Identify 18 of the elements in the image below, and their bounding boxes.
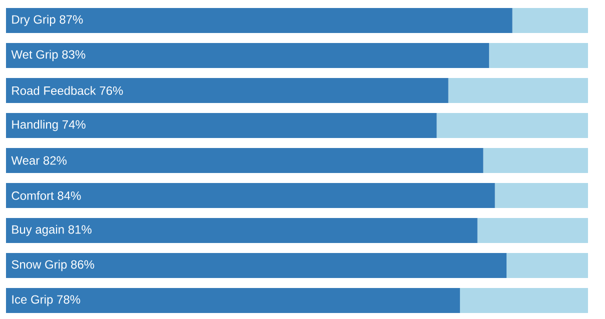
- y-tick-label: Snow Grip: [12, 260, 67, 272]
- y-tick-label: Wear: [11, 156, 40, 165]
- data-label: 84%: [58, 191, 81, 200]
- y-tick-label: Ice Grip: [12, 294, 53, 306]
- y-tick-label: Dry Grip: [12, 14, 56, 26]
- data-label: 81%: [68, 225, 92, 234]
- data-label: 83%: [62, 50, 86, 59]
- y-tick-label: Handling: [12, 120, 58, 132]
- data-label: 87%: [60, 15, 83, 24]
- y-tick-label: Wet Grip: [11, 50, 58, 62]
- y-tick-label: Buy again: [12, 224, 64, 236]
- y-tick-label: Comfort: [12, 191, 54, 200]
- data-label: 78%: [57, 295, 80, 304]
- data-label: 74%: [62, 120, 86, 129]
- data-label: 76%: [100, 86, 123, 95]
- y-tick-label: Road Feedback: [12, 86, 96, 95]
- data-label: 86%: [71, 260, 94, 269]
- data-label: 82%: [44, 156, 67, 165]
